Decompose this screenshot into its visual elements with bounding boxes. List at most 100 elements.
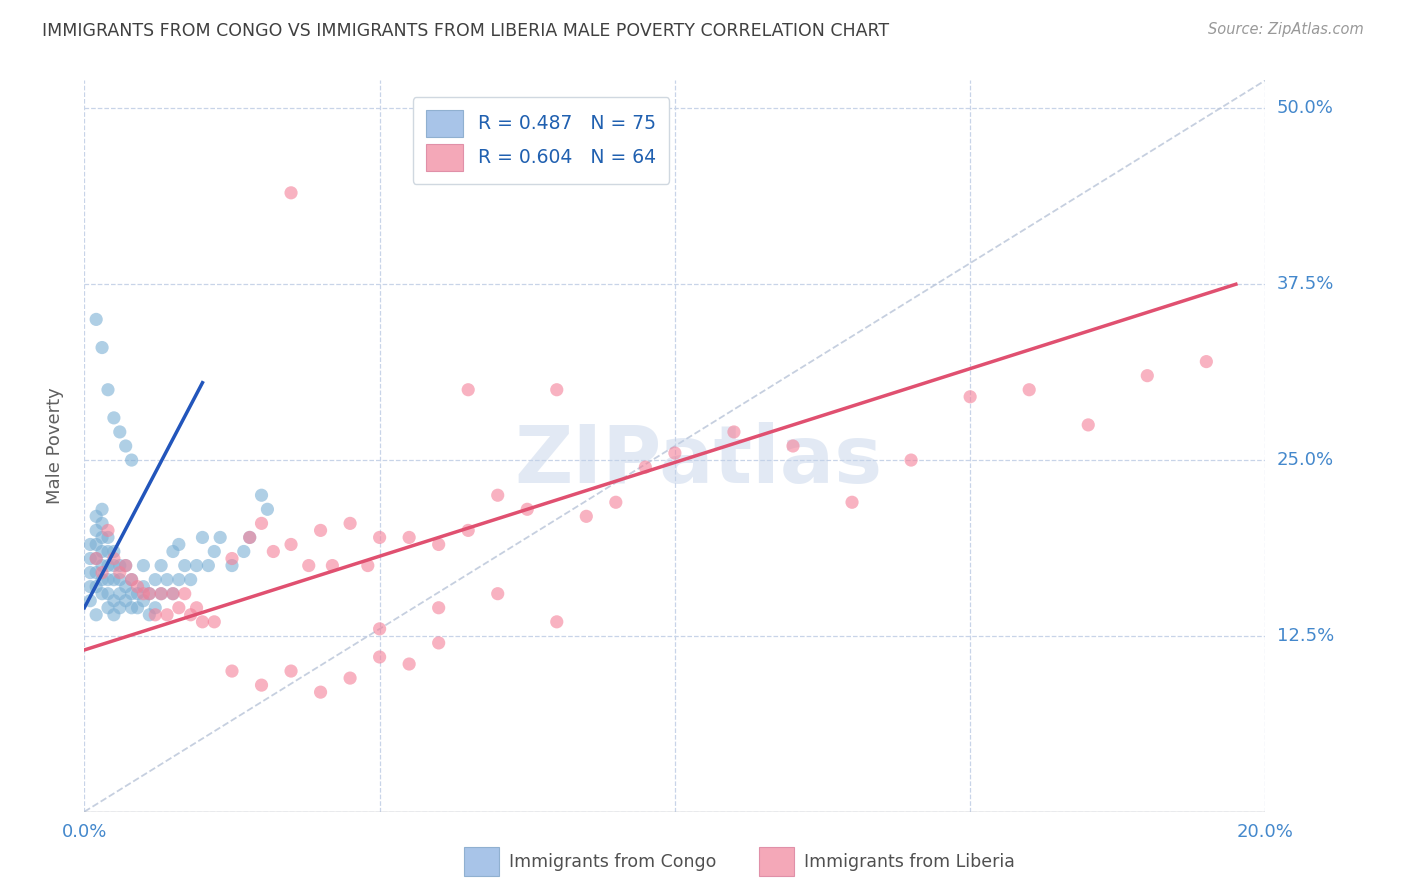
Point xyxy=(84,607,107,622)
Point xyxy=(173,558,195,573)
Point xyxy=(103,558,125,573)
Text: 20.0%: 20.0% xyxy=(1237,822,1294,841)
Point xyxy=(339,516,361,531)
Point xyxy=(959,390,981,404)
Point xyxy=(167,537,190,551)
Point xyxy=(156,573,179,587)
Point xyxy=(84,580,107,594)
Point xyxy=(634,460,657,475)
Point xyxy=(262,544,284,558)
Point xyxy=(127,600,149,615)
Point xyxy=(103,544,125,558)
Point xyxy=(723,425,745,439)
Point xyxy=(150,587,173,601)
Text: Immigrants from Congo: Immigrants from Congo xyxy=(509,853,716,871)
Point xyxy=(114,593,136,607)
Point xyxy=(221,558,243,573)
Text: 37.5%: 37.5% xyxy=(1277,276,1334,293)
Point xyxy=(162,587,184,601)
Point xyxy=(368,530,391,544)
Point xyxy=(114,558,136,573)
Point xyxy=(605,495,627,509)
Point xyxy=(357,558,380,573)
Text: IMMIGRANTS FROM CONGO VS IMMIGRANTS FROM LIBERIA MALE POVERTY CORRELATION CHART: IMMIGRANTS FROM CONGO VS IMMIGRANTS FROM… xyxy=(42,22,890,40)
Point xyxy=(173,587,195,601)
Point xyxy=(239,530,262,544)
Point xyxy=(427,600,450,615)
Point xyxy=(191,530,214,544)
Point xyxy=(84,524,107,538)
Point xyxy=(121,600,143,615)
Point xyxy=(97,587,120,601)
Point xyxy=(121,573,143,587)
Point xyxy=(108,425,131,439)
Point xyxy=(486,488,509,502)
Point xyxy=(664,446,686,460)
Point xyxy=(232,544,254,558)
Point xyxy=(321,558,343,573)
Point xyxy=(575,509,598,524)
Point xyxy=(114,580,136,594)
Point xyxy=(103,410,125,425)
Point xyxy=(398,530,420,544)
Point xyxy=(280,537,302,551)
Point xyxy=(156,607,179,622)
Point xyxy=(457,383,479,397)
Point xyxy=(103,607,125,622)
Point xyxy=(1195,354,1218,368)
Point xyxy=(546,615,568,629)
Point xyxy=(91,558,114,573)
Point xyxy=(256,502,278,516)
Point xyxy=(103,593,125,607)
Point xyxy=(79,566,101,580)
Point xyxy=(97,558,120,573)
Point xyxy=(202,615,225,629)
Point xyxy=(97,530,120,544)
Point xyxy=(486,587,509,601)
Point xyxy=(167,573,190,587)
Point xyxy=(91,573,114,587)
Point xyxy=(309,524,332,538)
Point xyxy=(91,516,114,531)
Point xyxy=(339,671,361,685)
Point xyxy=(1077,417,1099,432)
Point xyxy=(127,587,149,601)
Text: 0.0%: 0.0% xyxy=(62,822,107,841)
Point xyxy=(114,439,136,453)
Point xyxy=(221,551,243,566)
Point xyxy=(841,495,863,509)
Point xyxy=(121,573,143,587)
Text: Source: ZipAtlas.com: Source: ZipAtlas.com xyxy=(1208,22,1364,37)
Point xyxy=(91,341,114,355)
Point xyxy=(84,566,107,580)
Point xyxy=(398,657,420,671)
Point xyxy=(546,383,568,397)
Point xyxy=(91,587,114,601)
Point xyxy=(186,600,208,615)
Point xyxy=(143,607,166,622)
Point xyxy=(782,439,804,453)
Point xyxy=(84,551,107,566)
Point xyxy=(1018,383,1040,397)
Point xyxy=(298,558,321,573)
Point xyxy=(103,551,125,566)
Point xyxy=(97,544,120,558)
Point xyxy=(427,537,450,551)
Point xyxy=(108,573,131,587)
Point xyxy=(114,558,136,573)
Point xyxy=(250,488,273,502)
Text: 25.0%: 25.0% xyxy=(1277,451,1334,469)
Point xyxy=(1136,368,1159,383)
Point xyxy=(191,615,214,629)
Point xyxy=(84,312,107,326)
Point xyxy=(150,587,173,601)
Point xyxy=(138,587,160,601)
Point xyxy=(368,622,391,636)
Point xyxy=(138,607,160,622)
Point xyxy=(239,530,262,544)
Point xyxy=(103,573,125,587)
Text: ZIPatlas: ZIPatlas xyxy=(515,422,883,500)
Point xyxy=(121,587,143,601)
Text: Male Poverty: Male Poverty xyxy=(46,388,63,504)
Point xyxy=(84,509,107,524)
